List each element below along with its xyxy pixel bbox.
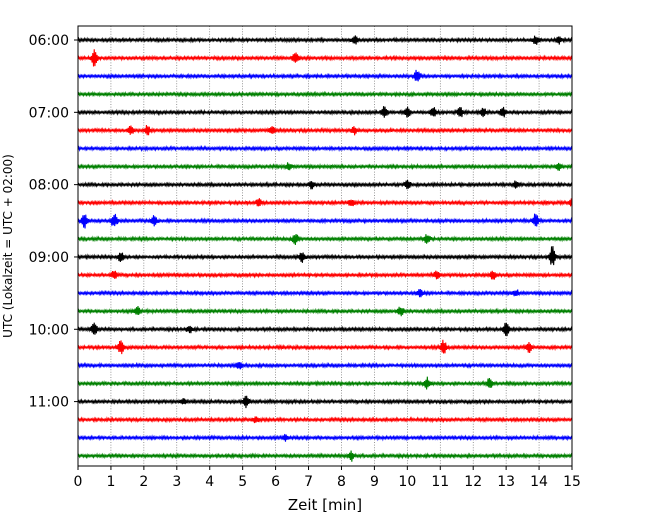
trace-0930 xyxy=(77,289,573,298)
trace-1145 xyxy=(77,450,573,462)
x-tick-label: 2 xyxy=(139,474,148,490)
trace-1045 xyxy=(77,376,573,390)
x-tick-label: 4 xyxy=(205,474,214,490)
plot-frame xyxy=(77,25,573,467)
trace-0600 xyxy=(77,35,573,45)
trace-0745 xyxy=(77,162,573,171)
y-tick-label: 10:00 xyxy=(29,322,69,338)
trace-0700 xyxy=(77,106,573,118)
x-axis: 0 1 2 3 4 5 6 7 8 9 10 11 12 13 14 15 xyxy=(74,466,581,490)
trace-0800 xyxy=(77,179,573,190)
traces xyxy=(77,35,573,462)
y-axis-label: UTC (Lokalzeit = UTC + 02:00) xyxy=(1,154,15,338)
y-tick-label: 08:00 xyxy=(29,178,69,194)
trace-0915 xyxy=(77,270,573,280)
x-tick-label: 12 xyxy=(464,474,482,490)
plot-background xyxy=(78,26,572,466)
trace-0830 xyxy=(77,213,573,229)
trace-1030 xyxy=(77,361,573,370)
x-tick-label: 14 xyxy=(530,474,548,490)
x-tick-label: 3 xyxy=(172,474,181,490)
x-tick-label: 5 xyxy=(238,474,247,490)
x-tick-label: 10 xyxy=(398,474,416,490)
plot-area xyxy=(77,25,573,467)
trace-0715 xyxy=(77,124,573,136)
x-axis-label: Zeit [min] xyxy=(288,496,362,514)
trace-0845 xyxy=(77,233,573,246)
trace-0645 xyxy=(77,90,573,98)
trace-1000 xyxy=(77,322,573,337)
grid-lines xyxy=(110,26,540,466)
y-tick-label: 07:00 xyxy=(29,105,69,121)
trace-0815 xyxy=(77,198,573,207)
x-tick-label: 13 xyxy=(497,474,515,490)
trace-1115 xyxy=(77,416,573,424)
y-tick-label: 06:00 xyxy=(29,33,69,49)
trace-0730 xyxy=(77,144,573,153)
x-tick-label: 1 xyxy=(106,474,115,490)
y-tick-label: 09:00 xyxy=(29,250,69,266)
y-axis: 06:00 07:00 08:00 09:00 10:00 11:00 xyxy=(29,33,78,411)
trace-0630 xyxy=(77,69,573,82)
y-tick-label: 11:00 xyxy=(29,395,69,411)
trace-0615 xyxy=(77,49,573,67)
x-tick-label: 0 xyxy=(74,474,83,490)
x-tick-label: 6 xyxy=(271,474,280,490)
x-tick-label: 7 xyxy=(304,474,313,490)
x-tick-label: 11 xyxy=(431,474,449,490)
trace-1130 xyxy=(77,433,573,442)
trace-1100 xyxy=(77,395,573,409)
trace-0945 xyxy=(77,305,573,317)
trace-0900 xyxy=(77,246,573,266)
x-tick-label: 8 xyxy=(337,474,346,490)
trace-1015 xyxy=(77,339,573,355)
x-tick-label: 9 xyxy=(370,474,379,490)
x-tick-label: 15 xyxy=(563,474,581,490)
